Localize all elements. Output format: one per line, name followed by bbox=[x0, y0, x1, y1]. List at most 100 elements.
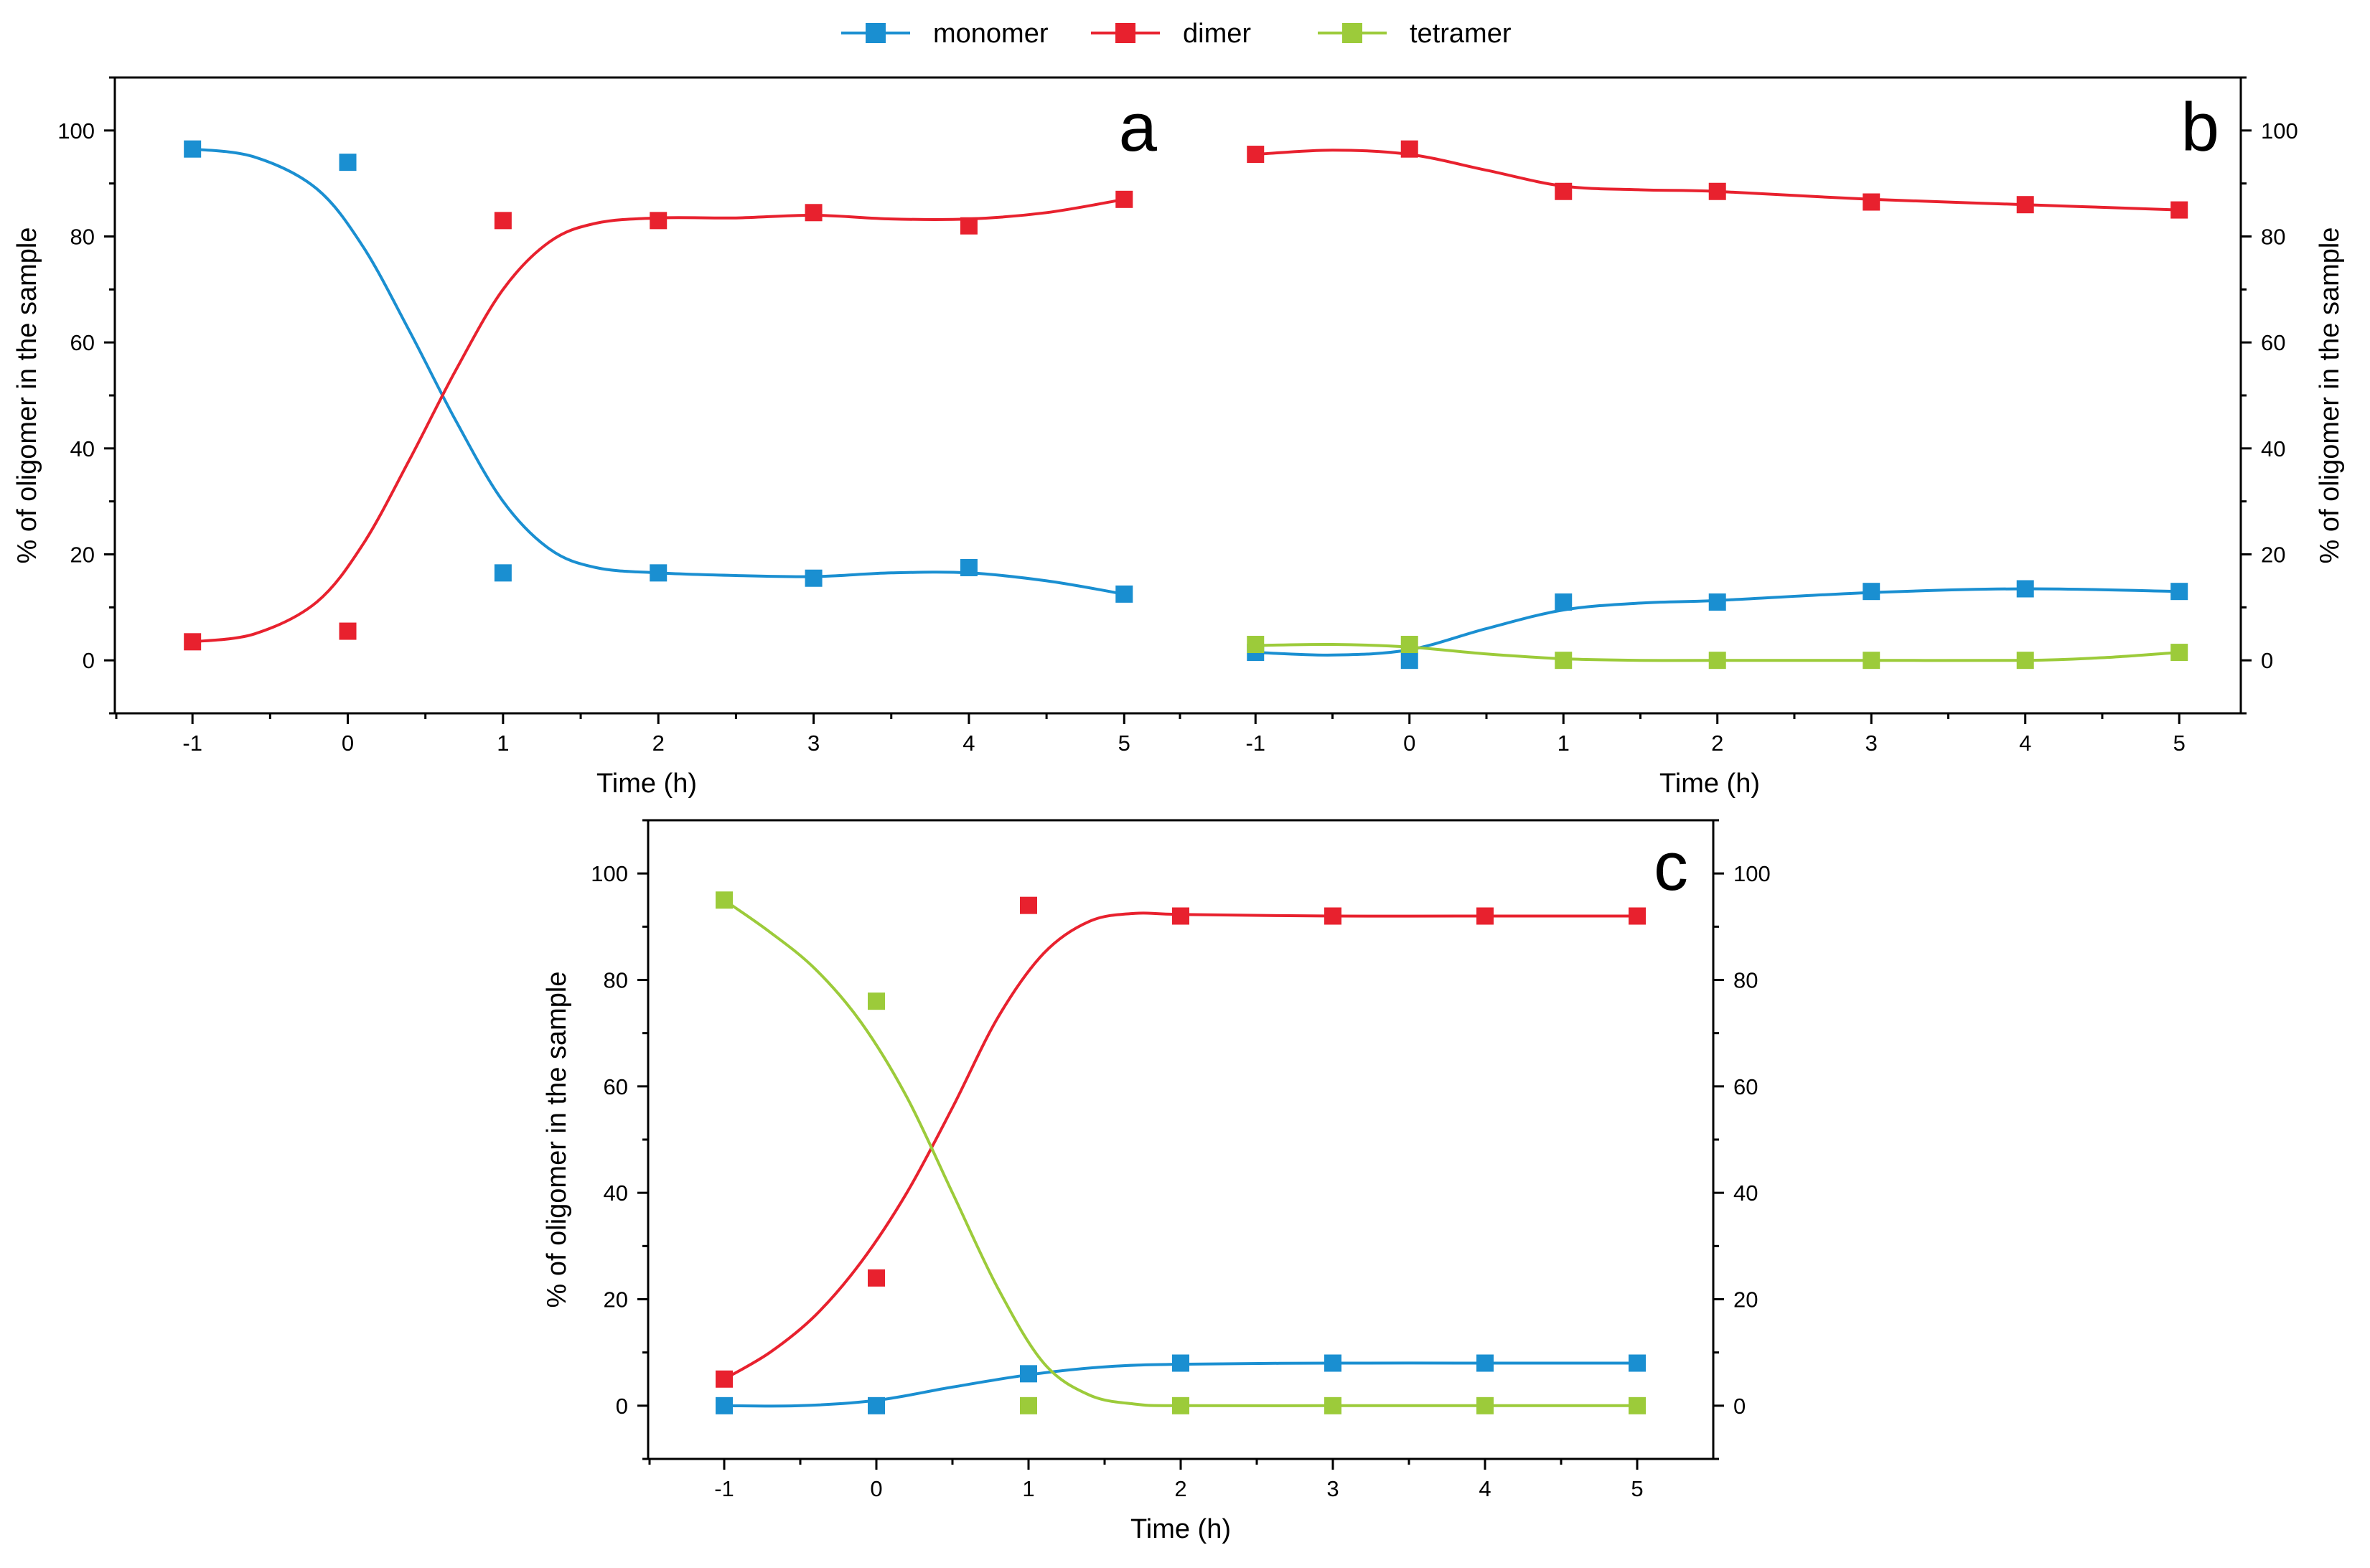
data-point-monomer bbox=[1555, 593, 1573, 611]
data-point-monomer bbox=[1863, 583, 1880, 601]
data-point-monomer bbox=[650, 564, 668, 582]
data-point-monomer bbox=[1708, 593, 1726, 611]
panel-a: -1 0 1 2 3 4 5 0 20 40 60 80 100 Time (h) % of oligome… bbox=[12, 76, 1179, 799]
y-tick-label-left: 40 bbox=[70, 436, 95, 461]
y-tick-label-right: 100 bbox=[1733, 861, 1771, 886]
y-tick-label-right: 80 bbox=[1733, 968, 1758, 993]
panel-c: -1 0 1 2 3 4 5 0 0 20 20 40 40 60 60 80 80 100 100 Time (h)… bbox=[542, 819, 1771, 1544]
data-point-tetramer bbox=[868, 992, 885, 1010]
x-tick-label: 3 bbox=[807, 731, 820, 756]
legend-marker-dimer bbox=[1115, 23, 1135, 43]
series-line-monomer bbox=[1255, 587, 2180, 657]
data-point-monomer bbox=[1476, 1354, 1494, 1372]
y-tick-label-right: 40 bbox=[2261, 436, 2285, 461]
data-point-monomer bbox=[1115, 585, 1133, 603]
data-point-tetramer bbox=[2016, 652, 2034, 670]
panel-b: -1 0 1 2 3 4 5 0 20 40 60 80 100 Time (h) % of oligome… bbox=[1179, 76, 2345, 799]
data-point-dimer bbox=[650, 212, 668, 230]
legend-marker-tetramer bbox=[1342, 23, 1362, 43]
x-tick-label: 2 bbox=[652, 731, 665, 756]
x-axis-title: Time (h) bbox=[1130, 1514, 1231, 1544]
y-tick-label-right: 0 bbox=[2261, 648, 2273, 673]
legend-label-monomer: monomer bbox=[933, 19, 1049, 49]
series-line-tetramer bbox=[723, 898, 1637, 1407]
x-tick-label: 1 bbox=[1022, 1476, 1034, 1501]
data-point-dimer bbox=[2170, 201, 2188, 219]
y-tick-label-left: 80 bbox=[70, 225, 95, 250]
legend-label-tetramer: tetramer bbox=[1410, 19, 1512, 49]
data-point-tetramer bbox=[1476, 1396, 1494, 1414]
series-line-tetramer bbox=[1255, 642, 2180, 662]
x-tick-label: 1 bbox=[497, 731, 509, 756]
data-point-monomer bbox=[2170, 583, 2188, 601]
data-point-dimer bbox=[1020, 896, 1037, 914]
y-tick-label-left: 20 bbox=[604, 1287, 628, 1313]
panel-letter: c bbox=[1654, 828, 1688, 905]
data-point-tetramer bbox=[1247, 636, 1265, 654]
data-point-dimer bbox=[805, 204, 823, 222]
y-tick-label-right: 60 bbox=[2261, 330, 2285, 355]
y-tick-label-right: 100 bbox=[2261, 118, 2298, 144]
x-tick-label: 5 bbox=[1118, 731, 1130, 756]
data-point-dimer bbox=[1629, 907, 1646, 925]
y-tick-label-left: 40 bbox=[604, 1180, 628, 1206]
data-point-monomer bbox=[1629, 1354, 1646, 1372]
y-axis-title: % of oligomer in the sample bbox=[12, 227, 42, 564]
data-point-monomer bbox=[1172, 1354, 1189, 1372]
y-tick-label-left: 80 bbox=[604, 968, 628, 993]
data-point-tetramer bbox=[1629, 1396, 1646, 1414]
y-tick-label-left: 20 bbox=[70, 543, 95, 568]
legend-label-dimer: dimer bbox=[1183, 19, 1251, 49]
x-tick-label: 2 bbox=[1711, 731, 1723, 756]
series-line-dimer bbox=[1255, 149, 2180, 212]
data-point-dimer bbox=[1555, 182, 1573, 200]
series-line-monomer bbox=[192, 147, 1125, 596]
panel-letter: a bbox=[1119, 89, 1158, 166]
data-point-monomer bbox=[184, 140, 202, 158]
y-tick-label-right: 40 bbox=[1733, 1180, 1758, 1206]
y-tick-label-left: 100 bbox=[57, 118, 95, 144]
data-point-tetramer bbox=[1172, 1396, 1189, 1414]
data-point-dimer bbox=[1115, 190, 1133, 208]
x-tick-label: 3 bbox=[1865, 731, 1878, 756]
data-point-monomer bbox=[868, 1396, 885, 1414]
data-point-dimer bbox=[1863, 193, 1880, 211]
y-tick-label-right: 80 bbox=[2261, 225, 2285, 250]
x-tick-label: 1 bbox=[1558, 731, 1570, 756]
legend-marker-monomer bbox=[866, 23, 886, 43]
x-tick-label: 0 bbox=[870, 1476, 882, 1501]
y-tick-label-left: 60 bbox=[70, 330, 95, 355]
y-tick-label-left: 100 bbox=[591, 861, 628, 886]
x-tick-label: -1 bbox=[1245, 731, 1265, 756]
data-point-dimer bbox=[960, 217, 978, 235]
x-axis-title: Time (h) bbox=[596, 769, 697, 799]
x-tick-label: -1 bbox=[714, 1476, 734, 1501]
data-point-tetramer bbox=[1020, 1396, 1037, 1414]
data-point-dimer bbox=[1247, 146, 1265, 164]
y-tick-label-left: 0 bbox=[616, 1394, 628, 1419]
data-point-dimer bbox=[184, 633, 202, 651]
x-tick-label: 4 bbox=[1479, 1476, 1491, 1501]
y-tick-label-right: 20 bbox=[1733, 1287, 1758, 1313]
x-tick-label: 0 bbox=[1403, 731, 1415, 756]
panel-letter: b bbox=[2181, 89, 2219, 166]
data-point-tetramer bbox=[1324, 1396, 1341, 1414]
data-point-dimer bbox=[868, 1269, 885, 1287]
data-point-tetramer bbox=[1400, 636, 1418, 654]
data-point-monomer bbox=[716, 1396, 733, 1414]
data-point-dimer bbox=[716, 1370, 733, 1388]
data-point-monomer bbox=[494, 564, 512, 582]
legend: monomer dimer tetramer bbox=[841, 19, 1512, 49]
data-point-dimer bbox=[1708, 182, 1726, 200]
series-line-dimer bbox=[723, 911, 1637, 1381]
x-tick-label: 4 bbox=[962, 731, 975, 756]
y-tick-label-right: 60 bbox=[1733, 1074, 1758, 1099]
x-tick-label: 0 bbox=[342, 731, 354, 756]
y-axis-title: % of oligomer in the sample bbox=[2315, 227, 2345, 564]
data-point-monomer bbox=[1324, 1354, 1341, 1372]
data-point-dimer bbox=[494, 212, 512, 230]
data-point-tetramer bbox=[1863, 652, 1880, 670]
x-tick-label: 5 bbox=[2173, 731, 2186, 756]
series-line-monomer bbox=[723, 1361, 1637, 1408]
